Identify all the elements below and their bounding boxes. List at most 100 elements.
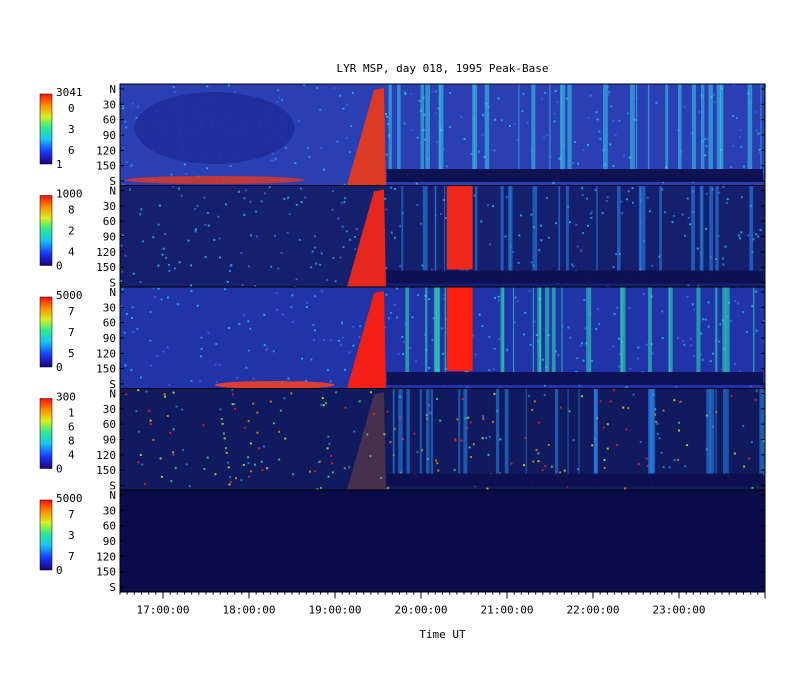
panel-5-colorbar-tick-label: 7 [68,550,75,563]
panel-1-speckle [553,120,556,123]
panel-4-speckle [677,458,680,461]
panel-4-speckle [278,458,281,461]
panel-2-speckle [585,197,588,200]
panel-4-speckle [678,401,681,404]
panel-2-speckle [740,231,743,234]
panel-4-streak [393,388,395,476]
panel-2-speckle [601,212,604,215]
panel-1-speckle [122,147,125,150]
panel-4-speckle [247,456,250,459]
panel-3-streak [425,287,428,374]
panel-3-speckle [488,335,491,338]
panel-1-speckle [513,123,516,126]
panel-3-speckle [595,328,598,331]
panel-3-streak [500,287,505,374]
panel-3-y-tick-label: S [109,378,116,391]
panel-2-speckle [520,214,523,217]
panel-2-speckle [213,238,216,241]
panel-2-speckle [194,230,197,233]
panel-3-speckle [749,385,752,388]
panel-3-speckle [124,364,127,367]
panel-2-speckle [218,256,221,259]
panel-2-speckle [480,220,483,223]
panel-4-speckle [748,457,751,460]
panel-4-speckle [164,395,167,398]
panel-2-speckle [247,265,250,268]
panel-4-speckle [428,411,431,414]
panel-3-speckle [199,355,202,358]
panel-2-streak [435,185,437,273]
panel-2-speckle [489,243,492,246]
panel-1-speckle [493,149,496,152]
panel-3-speckle [719,323,722,326]
panel-3-speckle [156,354,159,357]
panel-3-speckle [416,293,419,296]
panel-3-speckle [567,326,570,329]
panel-1-speckle [121,104,124,107]
panel-4-onset-wedge [346,392,386,491]
panel-4-speckle [750,441,753,444]
panel-4-speckle [616,444,619,447]
panel-4-speckle [627,407,630,410]
panel-3-speckle [402,341,405,344]
panel-3-colorbar-tick-label: 7 [68,326,75,339]
panel-3-speckle [474,353,477,356]
panel-2-speckle [343,201,346,204]
panel-4-speckle [229,480,232,483]
panel-3-speckle [431,338,434,341]
panel-4-speckle [222,432,225,435]
panel-3-speckle [149,310,152,313]
panel-3-speckle [488,369,491,372]
panel-2-speckle [164,232,167,235]
panel-3-speckle [428,366,431,369]
panel-2-colorbar-tick-label: 2 [68,225,75,238]
panel-2-speckle [173,267,176,270]
panel-2-streak [532,185,535,273]
panel-1-speckle [229,165,232,168]
panel-4-speckle [284,437,287,440]
panel-4-speckle [327,435,330,438]
panel-2-speckle [439,213,442,216]
panel-2-speckle [314,246,317,249]
panel-2-bright-band [446,185,473,270]
panel-1-streak [397,84,401,171]
panel-4-speckle [229,476,232,479]
panel-2-speckle [121,270,124,273]
panel-5-colorbar-tick-label: 3 [68,529,75,542]
panel-1-speckle [227,84,230,87]
panel-4-speckle [145,390,148,393]
panel-4-speckle [532,460,535,463]
panel-4-y-tick-label: 60 [103,418,116,431]
panel-1-speckle [610,105,613,108]
panel-3-speckle [339,344,342,347]
panel-4-speckle [330,454,333,457]
panel-2-speckle [540,224,543,227]
panel-2-speckle [661,188,664,191]
panel-1-speckle [345,103,348,106]
panel-4-speckle [624,487,627,490]
panel-4-speckle [256,431,259,434]
panel-2-speckle [721,257,724,260]
panel-4-colorbar-max: 300 [56,391,76,404]
panel-4-speckle [320,403,323,406]
panel-2-speckle [217,215,220,218]
panel-1-speckle [623,154,626,157]
panel-3-speckle [236,377,239,380]
panel-1-speckle [497,97,500,100]
panel-3-speckle [314,295,317,298]
panel-4-speckle [277,430,280,433]
panel-3-streak [502,287,504,374]
panel-1-speckle [319,146,322,149]
panel-3-speckle [428,298,431,301]
panel-3-speckle [763,340,766,343]
panel-2-streak [659,185,662,273]
panel-3-speckle [636,357,639,360]
panel-4-speckle [369,455,372,458]
panel-2-speckle [310,266,313,269]
panel-1-speckle [445,165,448,168]
panel-1-speckle [351,91,354,94]
panel-3-speckle [160,298,163,301]
panel-1-speckle [129,164,132,167]
panel-1-speckle [403,122,406,125]
panel-4-colorbar-tick-label: 1 [68,407,75,420]
